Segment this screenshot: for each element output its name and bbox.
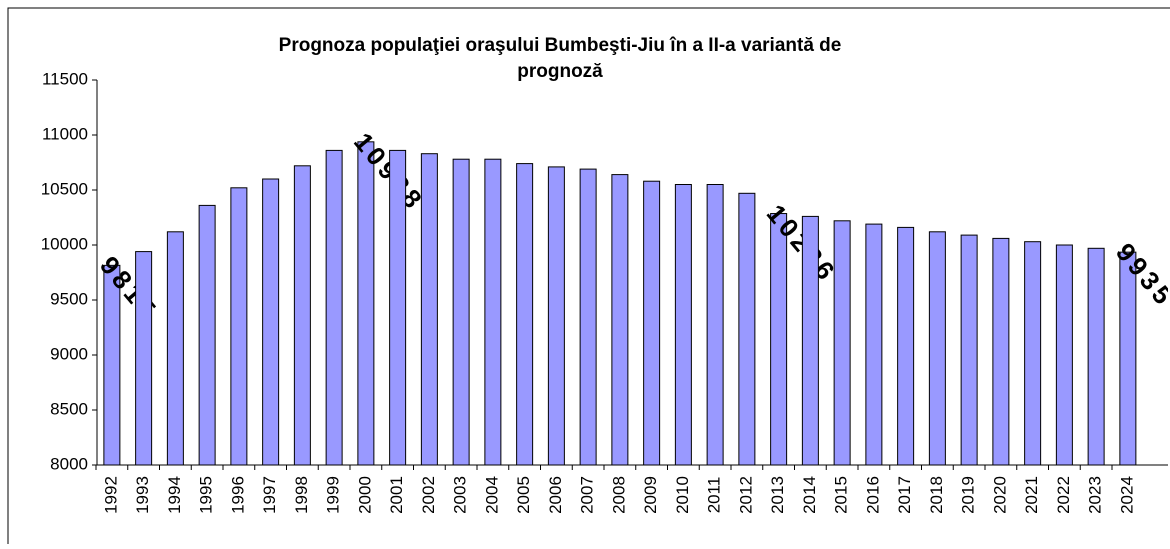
bar <box>103 264 121 466</box>
x-tick-label: 2021 <box>1022 476 1041 514</box>
bar <box>579 168 597 466</box>
x-tick-label: 2012 <box>736 476 755 514</box>
bar <box>960 234 978 466</box>
x-tick-label: 2016 <box>863 476 882 514</box>
bar <box>389 149 407 466</box>
y-tick-label: 9000 <box>50 344 88 363</box>
x-tick-label: 1999 <box>324 476 343 514</box>
y-tick-label: 9500 <box>50 289 88 308</box>
bar <box>611 174 629 466</box>
x-tick-label: 1996 <box>228 476 247 514</box>
x-tick-label: 2001 <box>387 476 406 514</box>
bar <box>865 223 883 466</box>
bar <box>516 163 534 466</box>
x-tick-label: 2005 <box>514 476 533 514</box>
bar <box>357 141 375 466</box>
chart-title: Prognoza populaţiei oraşului Bumbeşti-Ji… <box>279 35 842 82</box>
bar <box>452 158 470 466</box>
bar <box>928 231 946 466</box>
x-tick-label: 2022 <box>1054 476 1073 514</box>
bar <box>1055 244 1073 466</box>
bar <box>135 251 153 466</box>
bar <box>770 213 788 466</box>
x-tick-label: 1992 <box>101 476 120 514</box>
bar <box>1087 247 1105 466</box>
x-tick-label: 2011 <box>705 477 724 514</box>
bar <box>230 187 248 466</box>
x-tick-label: 2023 <box>1086 476 1105 514</box>
bar <box>801 215 819 466</box>
x-tick-label: 2010 <box>673 476 692 514</box>
x-tick-label: 2009 <box>641 476 660 514</box>
x-tick-label: 2015 <box>832 476 851 514</box>
x-tick-label: 1997 <box>260 476 279 514</box>
x-tick-label: 1993 <box>133 476 152 514</box>
bar <box>1024 241 1042 466</box>
bar <box>897 226 915 466</box>
x-tick-label: 1998 <box>292 476 311 514</box>
x-tick-label: 1995 <box>197 476 216 514</box>
bar <box>643 180 661 466</box>
y-tick-label: 11500 <box>42 69 88 88</box>
x-tick-label: 2006 <box>546 476 565 514</box>
bar <box>706 184 724 466</box>
x-tick-label: 2024 <box>1117 476 1136 514</box>
bar <box>420 153 438 466</box>
x-tick-label: 1994 <box>165 476 184 514</box>
x-tick-label: 2020 <box>990 476 1009 514</box>
x-tick-label: 2013 <box>768 476 787 514</box>
x-tick-label: 2017 <box>895 476 914 514</box>
y-tick-label: 8500 <box>50 399 88 418</box>
bar <box>833 220 851 466</box>
y-tick-label: 11000 <box>42 124 88 143</box>
x-tick-label: 2018 <box>927 476 946 514</box>
x-tick-label: 2019 <box>959 476 978 514</box>
bar <box>325 149 343 466</box>
x-tick-label: 2008 <box>609 476 628 514</box>
bar <box>166 231 184 466</box>
y-tick-label: 10500 <box>41 179 88 198</box>
bar <box>547 166 565 466</box>
bar <box>262 178 280 466</box>
x-tick-label: 2002 <box>419 476 438 514</box>
y-tick-label: 8000 <box>50 454 88 473</box>
x-tick-label: 2014 <box>800 476 819 514</box>
x-tick-label: 2004 <box>482 476 501 514</box>
bar <box>992 237 1010 466</box>
x-tick-label: 2007 <box>578 476 597 514</box>
y-tick-label: 10000 <box>41 234 88 253</box>
x-tick-label: 2003 <box>451 476 470 514</box>
x-tick-label: 2000 <box>355 476 374 514</box>
bar <box>484 158 502 466</box>
bar <box>293 165 311 466</box>
bar <box>674 184 692 466</box>
bar <box>738 192 756 466</box>
bar <box>198 204 216 466</box>
bar <box>1119 251 1137 466</box>
